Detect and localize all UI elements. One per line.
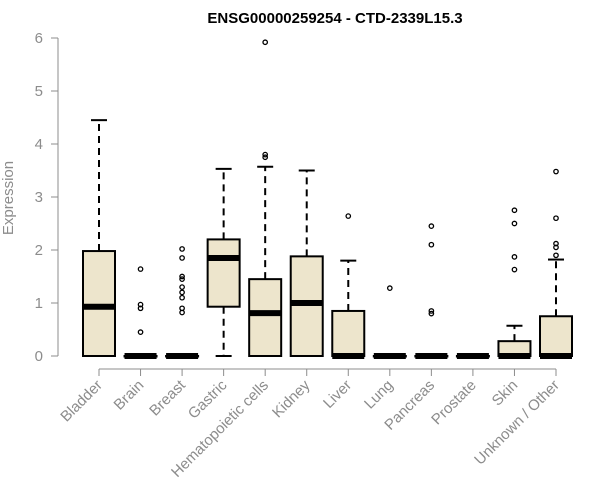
outlier-point: [179, 289, 185, 296]
outlier-point: [511, 266, 518, 273]
y-tick-label: 2: [35, 242, 43, 259]
y-tick-label: 0: [35, 348, 43, 365]
chart-title: ENSG00000259254 - CTD-2339L15.3: [207, 10, 462, 27]
box-breast: [165, 246, 200, 359]
outlier-point: [137, 266, 144, 272]
outlier-point: [137, 305, 144, 312]
box-prostate: [455, 353, 490, 359]
outlier-point: [553, 252, 559, 259]
outlier-point: [179, 294, 185, 301]
outlier-point: [428, 223, 435, 229]
outlier-point: [553, 240, 559, 247]
iqr-box: [539, 315, 573, 357]
outlier-point: [137, 301, 144, 308]
y-tick-label: 1: [35, 295, 43, 312]
outlier-point: [137, 329, 144, 335]
box-hematopoietic-cells: [248, 39, 283, 357]
outlier-point: [179, 246, 185, 252]
iqr-box: [206, 238, 241, 308]
box-skin: [497, 207, 532, 359]
iqr-box: [248, 278, 283, 357]
y-tick-label: 5: [35, 83, 43, 100]
box-unknown-other: [539, 168, 573, 359]
outlier-point: [553, 244, 559, 251]
outlier-point: [386, 285, 393, 292]
outlier-point: [428, 241, 435, 248]
y-axis: 0 1 2 3 4 5 6: [35, 30, 59, 365]
iqr-box: [289, 255, 324, 357]
box-gastric: [206, 167, 241, 357]
outlier-point: [179, 305, 185, 312]
boxes-layer: [82, 39, 573, 359]
outlier-point: [345, 213, 352, 219]
outlier-point: [511, 254, 518, 260]
x-tick-label: Skin: [489, 377, 522, 410]
x-tick-label: Brain: [111, 377, 148, 414]
outlier-point: [262, 151, 269, 158]
box-kidney: [289, 169, 324, 357]
x-tick-label: Prostate: [428, 377, 480, 429]
outlier-point: [179, 284, 185, 290]
y-tick-label: 3: [35, 189, 43, 206]
outlier-point: [428, 310, 435, 317]
iqr-box: [331, 309, 366, 358]
outlier-point: [553, 168, 559, 175]
outlier-point: [262, 39, 269, 46]
iqr-box: [82, 250, 116, 357]
outlier-point: [262, 154, 269, 161]
y-tick-label: 4: [35, 136, 43, 153]
outlier-point: [511, 220, 518, 227]
box-brain: [123, 266, 158, 359]
outlier-point: [179, 273, 185, 280]
y-axis-label: Expression: [0, 161, 17, 235]
box-pancreas: [414, 223, 449, 359]
x-tick-label: Liver: [320, 377, 355, 412]
outlier-point: [179, 276, 185, 282]
outlier-point: [428, 308, 435, 314]
outlier-point: [553, 215, 559, 222]
x-tick-label: Kidney: [269, 376, 314, 421]
y-tick-label: 6: [35, 30, 43, 47]
outlier-point: [179, 255, 185, 261]
outlier-point: [511, 207, 518, 214]
x-tick-label: Bladder: [57, 377, 106, 426]
box-liver: [331, 213, 366, 359]
box-bladder: [82, 119, 116, 357]
box-lung: [372, 285, 407, 359]
x-tick-label: Breast: [146, 376, 189, 419]
x-tick-label: Lung: [361, 377, 397, 413]
